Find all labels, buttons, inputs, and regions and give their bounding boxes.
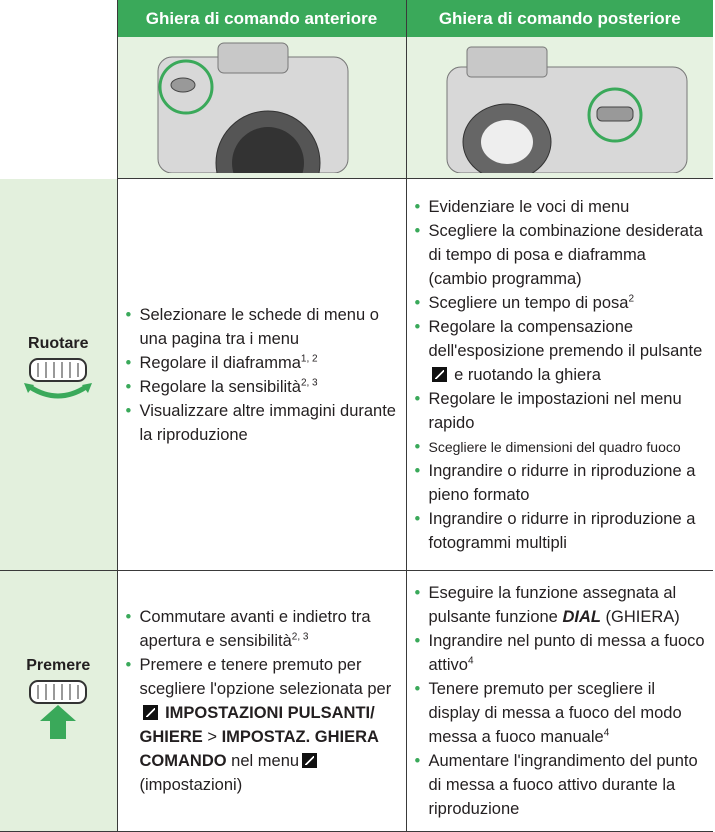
item-text: (impostazioni) — [139, 776, 243, 794]
header-rear: Ghiera di comando posteriore — [405, 0, 713, 37]
item-text: Scegliere un tempo di posa — [428, 293, 629, 312]
item-list: Selezionare le schede di menu o una pagi… — [126, 303, 400, 447]
list-item: Premere e tenere premuto per scegliere l… — [126, 653, 400, 797]
list-item: Commutare avanti e indietro tra apertura… — [126, 605, 400, 653]
item-text: DIAL — [562, 608, 601, 626]
footnote-ref: 2, 3 — [291, 631, 309, 643]
rear-dial-image — [405, 37, 713, 181]
list-item: Evidenziare le voci di menu — [415, 195, 708, 219]
item-text: Scegliere la combinazione desiderata di … — [428, 221, 703, 288]
camera-front — [157, 42, 348, 216]
list-item: Regolare la compensazione dell'esposizio… — [415, 315, 708, 387]
rear-cell: Evidenziare le voci di menu Scegliere la … — [405, 178, 713, 571]
list-item: Visualizzare altre immagini durante la r… — [126, 399, 400, 447]
list-item: Scegliere un tempo di posa2 — [415, 291, 708, 315]
front-cell: Selezionare le schede di menu o una pagi… — [116, 178, 406, 571]
item-text: Ingrandire o ridurre in riproduzione a f… — [428, 509, 696, 552]
item-text: Regolare il diaframma — [139, 353, 301, 372]
item-text: IMPOSTAZ. GHIERA COMANDO — [139, 728, 379, 770]
item-text: Eseguire la funzione assegnata al pulsan… — [428, 584, 677, 626]
item-text: Regolare la sensibilità — [139, 377, 301, 396]
front-cell: Commutare avanti e indietro tra apertura… — [116, 570, 406, 832]
list-item: Ingrandire nel punto di messa a fuoco at… — [415, 629, 708, 677]
item-text: Regolare le impostazioni nel menu rapido — [428, 389, 682, 432]
footnote-ref: 4 — [603, 727, 610, 739]
list-item: Ingrandire o ridurre in riproduzione a p… — [415, 459, 708, 507]
footnote-ref: 4 — [467, 655, 474, 667]
item-text: Premere e tenere premuto per scegliere l… — [139, 656, 392, 698]
row-label: Ruotare — [28, 334, 89, 352]
item-text: Aumentare l'ingrandimento del punto di m… — [428, 752, 698, 818]
camera-rear — [446, 46, 687, 181]
item-text: Visualizzare altre immagini durante la r… — [139, 401, 396, 444]
footnote-ref: 2 — [628, 293, 635, 304]
item-text: Tenere premuto per scegliere il display … — [428, 680, 682, 746]
item-text: IMPOSTAZIONI PULSANTI/ GHIERE — [139, 704, 375, 746]
list-item: Regolare le impostazioni nel menu rapido — [415, 387, 708, 435]
list-item: Scegliere le dimensioni del quadro fuoco — [415, 435, 708, 459]
item-text: nel menu — [231, 752, 300, 770]
item-text: Evidenziare le voci di menu — [428, 197, 630, 216]
header-front: Ghiera di comando anteriore — [116, 0, 406, 37]
front-dial-image — [116, 37, 406, 216]
press-icon — [29, 679, 88, 739]
row-label-cell: Premere — [0, 570, 117, 832]
list-item: Scegliere la combinazione desiderata di … — [415, 219, 708, 291]
list-item: Selezionare le schede di menu o una pagi… — [126, 303, 400, 351]
row-label: Premere — [26, 656, 91, 674]
list-item: Tenere premuto per scegliere il display … — [415, 677, 708, 749]
item-text: > — [207, 728, 217, 746]
settings-icon — [302, 753, 318, 768]
item-list: Commutare avanti e indietro tra apertura… — [126, 605, 400, 797]
settings-icon — [431, 366, 447, 382]
item-text: Regolare la compensazione dell'esposizio… — [428, 317, 703, 360]
item-text: Ingrandire o ridurre in riproduzione a p… — [428, 461, 696, 504]
rotate-icon — [24, 357, 93, 399]
empty-corner — [0, 0, 117, 179]
item-text: e ruotando la ghiera — [454, 365, 601, 384]
list-item: Regolare la sensibilità2, 3 — [126, 375, 400, 399]
rear-cell: Eseguire la funzione assegnata al pulsan… — [405, 570, 713, 832]
footnote-ref: 1, 2 — [300, 353, 318, 364]
footnote-ref: 2, 3 — [300, 377, 318, 388]
settings-icon — [142, 705, 158, 720]
item-list: Evidenziare le voci di menu Scegliere la … — [415, 195, 708, 555]
item-text: Commutare avanti e indietro tra apertura… — [139, 608, 371, 650]
list-item: Eseguire la funzione assegnata al pulsan… — [415, 581, 708, 629]
list-item: Ingrandire o ridurre in riproduzione a f… — [415, 507, 708, 555]
list-item: Regolare il diaframma1, 2 — [126, 351, 400, 375]
row-label-cell: Ruotare — [0, 178, 117, 571]
item-list: Eseguire la funzione assegnata al pulsan… — [415, 581, 708, 821]
item-text: Selezionare le schede di menu o una pagi… — [139, 305, 379, 348]
item-text: Scegliere le dimensioni del quadro fuoco — [428, 438, 681, 455]
item-text: Ingrandire nel punto di messa a fuoco at… — [428, 632, 705, 674]
item-text: (GHIERA) — [605, 608, 680, 626]
list-item: Aumentare l'ingrandimento del punto di m… — [415, 749, 708, 821]
